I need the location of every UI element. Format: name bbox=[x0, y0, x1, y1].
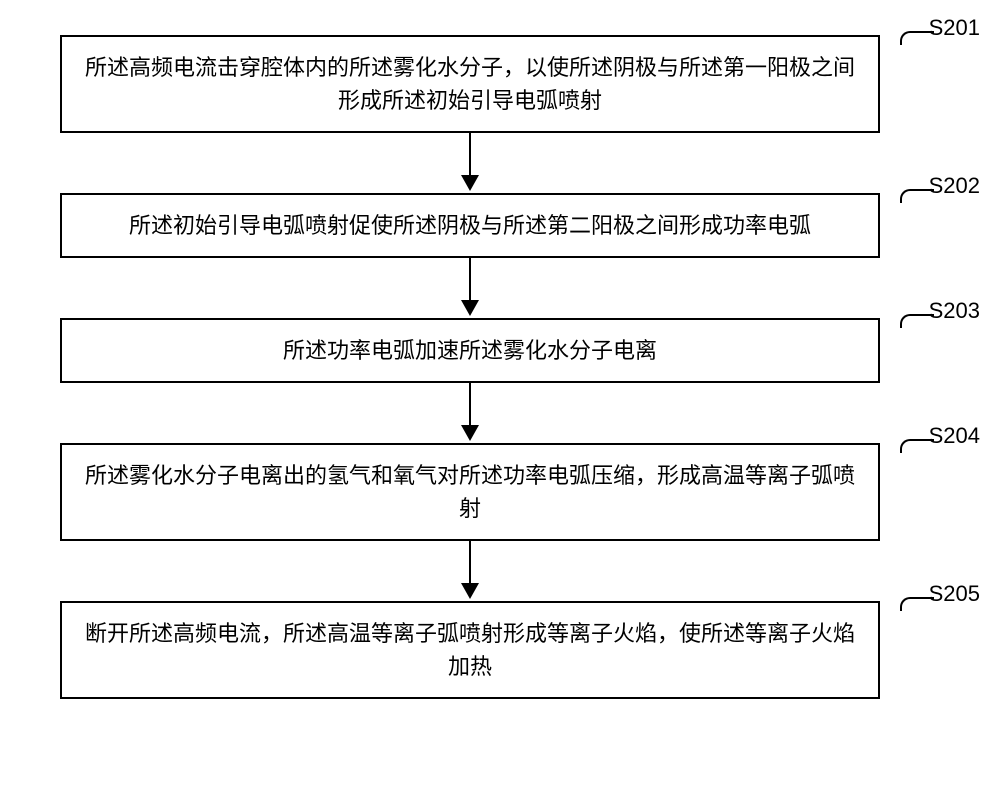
step-label-1: S201 bbox=[929, 15, 980, 41]
arrow-2-3 bbox=[60, 258, 880, 318]
arrow-4-5 bbox=[60, 541, 880, 601]
step-row-2: S202 所述初始引导电弧喷射促使所述阴极与所述第二阳极之间形成功率电弧 bbox=[60, 193, 910, 258]
step-box-2: 所述初始引导电弧喷射促使所述阴极与所述第二阳极之间形成功率电弧 bbox=[60, 193, 880, 258]
arrow-line bbox=[469, 133, 471, 177]
step-box-5: 断开所述高频电流，所述高温等离子弧喷射形成等离子火焰，使所述等离子火焰加热 bbox=[60, 601, 880, 699]
arrow-head bbox=[461, 300, 479, 316]
step-row-3: S203 所述功率电弧加速所述雾化水分子电离 bbox=[60, 318, 910, 383]
flowchart-container: S201 所述高频电流击穿腔体内的所述雾化水分子，以使所述阴极与所述第一阳极之间… bbox=[60, 35, 910, 699]
step-text-4: 所述雾化水分子电离出的氢气和氧气对所述功率电弧压缩，形成高温等离子弧喷射 bbox=[82, 459, 858, 525]
step-box-3: 所述功率电弧加速所述雾化水分子电离 bbox=[60, 318, 880, 383]
arrow-3-4 bbox=[60, 383, 880, 443]
step-text-1: 所述高频电流击穿腔体内的所述雾化水分子，以使所述阴极与所述第一阳极之间形成所述初… bbox=[82, 51, 858, 117]
step-label-2: S202 bbox=[929, 173, 980, 199]
step-box-4: 所述雾化水分子电离出的氢气和氧气对所述功率电弧压缩，形成高温等离子弧喷射 bbox=[60, 443, 880, 541]
arrow-head bbox=[461, 583, 479, 599]
step-label-3: S203 bbox=[929, 298, 980, 324]
step-row-4: S204 所述雾化水分子电离出的氢气和氧气对所述功率电弧压缩，形成高温等离子弧喷… bbox=[60, 443, 910, 541]
step-text-5: 断开所述高频电流，所述高温等离子弧喷射形成等离子火焰，使所述等离子火焰加热 bbox=[82, 617, 858, 683]
arrow-line bbox=[469, 383, 471, 427]
arrow-1-2 bbox=[60, 133, 880, 193]
step-label-5: S205 bbox=[929, 581, 980, 607]
step-row-1: S201 所述高频电流击穿腔体内的所述雾化水分子，以使所述阴极与所述第一阳极之间… bbox=[60, 35, 910, 133]
step-text-3: 所述功率电弧加速所述雾化水分子电离 bbox=[283, 334, 657, 367]
arrow-line bbox=[469, 258, 471, 302]
step-label-4: S204 bbox=[929, 423, 980, 449]
step-box-1: 所述高频电流击穿腔体内的所述雾化水分子，以使所述阴极与所述第一阳极之间形成所述初… bbox=[60, 35, 880, 133]
step-row-5: S205 断开所述高频电流，所述高温等离子弧喷射形成等离子火焰，使所述等离子火焰… bbox=[60, 601, 910, 699]
arrow-head bbox=[461, 175, 479, 191]
arrow-line bbox=[469, 541, 471, 585]
step-text-2: 所述初始引导电弧喷射促使所述阴极与所述第二阳极之间形成功率电弧 bbox=[129, 209, 811, 242]
arrow-head bbox=[461, 425, 479, 441]
